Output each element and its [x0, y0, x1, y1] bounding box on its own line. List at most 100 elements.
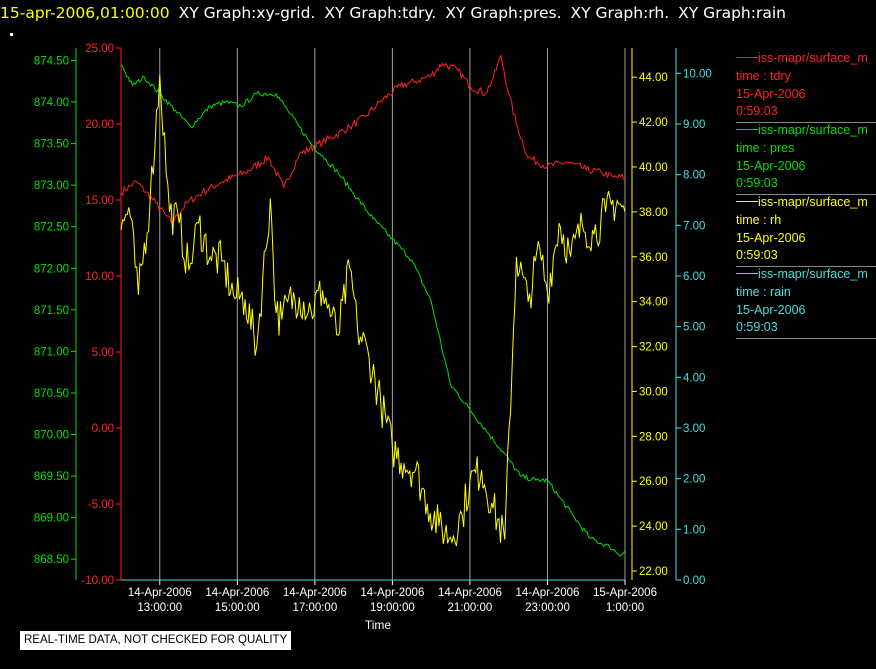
legend-entry: iss-mapr/surface_m time : rh 15-Apr-2006 0:…: [736, 194, 876, 268]
rain-tick-label: 8.00: [683, 170, 705, 182]
tdry-tick-label: 15.00: [85, 195, 114, 207]
pres-tick-label: 869.00: [34, 513, 69, 525]
pres-tick-label: 873.00: [34, 180, 69, 192]
x-tick-label-time: 17:00:00: [292, 602, 337, 614]
grid-lines: [159, 48, 626, 580]
legend-divider: [736, 194, 876, 196]
tdry-tick-label: -10.00: [81, 575, 114, 587]
pres-tick-label: 871.00: [34, 346, 69, 358]
timestamp: 15-apr-2006,01:00:00: [0, 4, 170, 22]
x-tick-label-time: 19:00:00: [370, 602, 415, 614]
series-line-rh: [120, 74, 626, 547]
rh-tick-label: 26.00: [639, 476, 668, 488]
legend-series-name: iss-mapr/surface_m: [736, 194, 876, 212]
legend-divider: [736, 338, 876, 340]
x-tick-label-time: 1:00:00: [606, 602, 644, 614]
pres-tick-label: 870.00: [34, 430, 69, 442]
rain-tick-label: 2.00: [683, 474, 705, 486]
legend-axis: time : rh: [736, 212, 782, 227]
x-tick-label-date: 15-Apr-2006: [593, 587, 657, 599]
legend-entry: iss-mapr/surface_m time : rain 15-Apr-2006…: [736, 266, 876, 340]
rain-tick-label: 7.00: [683, 220, 705, 232]
tdry-tick-label: 5.00: [92, 347, 114, 359]
legend-time: 0:59:03: [736, 104, 778, 119]
legend-time: 0:59:03: [736, 320, 778, 335]
legend-entry: iss-mapr/surface_m time : tdry 15-Apr-2006…: [736, 50, 876, 124]
legend-swatch: [736, 201, 758, 203]
pres-tick-label: 869.50: [34, 471, 69, 483]
rh-tick-label: 40.00: [639, 162, 668, 174]
legend-time: 0:59:03: [736, 248, 778, 263]
legend-axis: time : tdry: [736, 68, 791, 83]
status-dot: [10, 33, 13, 36]
legend-date: 15-Apr-2006: [736, 86, 806, 101]
tdry-tick-label: 10.00: [85, 271, 114, 283]
series-line-tdry: [120, 54, 626, 224]
tdry-tick-label: -5.00: [88, 499, 114, 511]
graph-name: XY Graph:tdry.: [324, 4, 437, 22]
x-tick-label-date: 14-Apr-2006: [515, 587, 579, 599]
plot-area: [120, 54, 626, 581]
legend-series-name: iss-mapr/surface_m: [736, 122, 876, 140]
rh-tick-label: 36.00: [639, 252, 668, 264]
legend-divider: [736, 266, 876, 268]
rain-tick-label: 0.00: [683, 575, 705, 587]
legend-time: 0:59:03: [736, 176, 778, 191]
graph-name: XY Graph:rh.: [570, 4, 670, 22]
legend-series-name: iss-mapr/surface_m: [736, 50, 876, 68]
rh-tick-label: 44.00: [639, 72, 668, 84]
x-tick-label-time: 23:00:00: [525, 602, 570, 614]
tdry-tick-label: 0.00: [92, 423, 114, 435]
x-axis-title: Time: [365, 618, 392, 632]
rain-tick-label: 3.00: [683, 423, 705, 435]
legend-entry: iss-mapr/surface_m time : pres 15-Apr-2006…: [736, 122, 876, 196]
rh-tick-label: 30.00: [639, 386, 668, 398]
x-tick-label-date: 14-Apr-2006: [360, 587, 424, 599]
graph-name: XY Graph:pres.: [445, 4, 562, 22]
pres-tick-label: 874.00: [34, 97, 69, 109]
rain-tick-label: 6.00: [683, 271, 705, 283]
rain-tick-label: 5.00: [683, 322, 705, 334]
legend-swatch: [736, 273, 758, 275]
legend-date: 15-Apr-2006: [736, 230, 806, 245]
x-tick-label-date: 14-Apr-2006: [283, 587, 347, 599]
graph-name: XY Graph:xy-grid.: [178, 4, 316, 22]
x-tick-label-date: 14-Apr-2006: [128, 587, 192, 599]
legend-divider: [736, 122, 876, 124]
graph-name: XY Graph:rain: [678, 4, 786, 22]
rain-tick-label: 4.00: [683, 372, 705, 384]
series-line-pres: [120, 64, 626, 557]
rain-tick-label: 9.00: [683, 119, 705, 131]
axes: 14-Apr-2006 13:00:00 14-Apr-2006 15:00:00 14…: [34, 43, 712, 614]
x-tick-label-time: 15:00:00: [215, 602, 260, 614]
rain-tick-label: 10.00: [683, 68, 712, 80]
pres-tick-label: 872.50: [34, 222, 69, 234]
legend-swatch: [736, 129, 758, 131]
pres-tick-label: 873.50: [34, 139, 69, 151]
pres-tick-label: 874.50: [34, 55, 69, 67]
legend-series-name: iss-mapr/surface_m: [736, 266, 876, 284]
tdry-tick-label: 25.00: [85, 43, 114, 55]
legend-axis: time : rain: [736, 284, 791, 299]
x-tick-label-time: 13:00:00: [137, 602, 182, 614]
pres-tick-label: 872.00: [34, 263, 69, 275]
x-tick-label-date: 14-Apr-2006: [438, 587, 502, 599]
legend-axis: time : pres: [736, 140, 795, 155]
pres-tick-label: 870.50: [34, 388, 69, 400]
legend-date: 15-Apr-2006: [736, 302, 806, 317]
quality-note: REAL-TIME DATA, NOT CHECKED FOR QUALITY: [20, 631, 292, 650]
rh-tick-label: 38.00: [639, 207, 668, 219]
rh-tick-label: 42.00: [639, 117, 668, 129]
legend-date: 15-Apr-2006: [736, 158, 806, 173]
legend-swatch: [736, 57, 758, 59]
pres-tick-label: 871.50: [34, 305, 69, 317]
x-tick-label-date: 14-Apr-2006: [205, 587, 269, 599]
rh-tick-label: 28.00: [639, 431, 668, 443]
rain-tick-label: 1.00: [683, 524, 705, 536]
x-tick-label-time: 21:00:00: [448, 602, 493, 614]
rh-tick-label: 24.00: [639, 521, 668, 533]
rh-tick-label: 34.00: [639, 297, 668, 309]
window-title: 15-apr-2006,01:00:00 XY Graph:xy-grid. XY …: [0, 0, 786, 26]
tdry-tick-label: 20.00: [85, 119, 114, 131]
